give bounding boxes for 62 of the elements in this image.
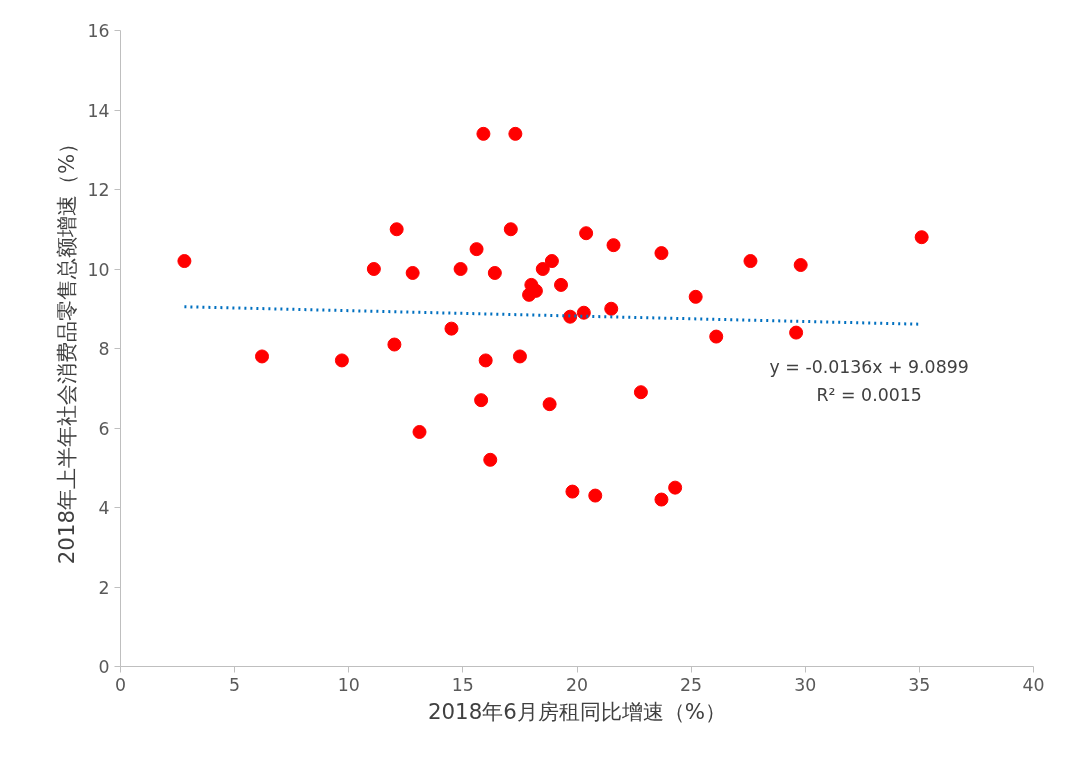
point xyxy=(512,349,527,364)
point xyxy=(535,262,550,276)
x-tick-label: 40 xyxy=(1022,674,1045,695)
point xyxy=(444,321,459,336)
x-tick-label: 25 xyxy=(680,674,703,695)
point xyxy=(576,305,591,320)
point xyxy=(633,385,648,400)
point xyxy=(588,488,603,503)
x-tick-label: 5 xyxy=(229,674,241,695)
point xyxy=(487,265,502,280)
point xyxy=(389,222,404,237)
x-axis-title: 2018年6月房租同比增速（%） xyxy=(427,698,727,724)
point xyxy=(476,126,491,141)
point xyxy=(405,265,420,280)
point xyxy=(789,325,804,340)
x-tick-label: 10 xyxy=(337,674,360,695)
y-tick-label: 12 xyxy=(87,180,110,200)
point xyxy=(554,277,569,292)
y-tick-label: 6 xyxy=(98,418,110,439)
y-tick-label: 14 xyxy=(87,100,110,121)
point xyxy=(544,254,559,269)
y-tick-label: 10 xyxy=(87,259,110,280)
x-tick-label: 0 xyxy=(114,674,127,695)
point xyxy=(604,301,619,316)
y-tick-label: 2 xyxy=(98,577,110,598)
point xyxy=(542,397,557,412)
point xyxy=(709,329,724,344)
x-tick-label: 35 xyxy=(908,674,931,695)
point xyxy=(914,230,929,245)
point xyxy=(412,424,427,439)
point xyxy=(654,492,669,507)
point xyxy=(579,226,594,241)
x-tick-label: 20 xyxy=(565,674,589,695)
point xyxy=(668,480,683,495)
point xyxy=(453,262,468,276)
point xyxy=(255,349,270,364)
point xyxy=(563,309,578,324)
y-tick-label: 4 xyxy=(98,498,110,518)
point xyxy=(606,238,621,253)
point xyxy=(469,242,484,257)
point xyxy=(743,254,758,269)
y-axis-title: 2018年上半年社会消费品零售总额增速（%） xyxy=(54,132,80,565)
point xyxy=(334,353,349,368)
point xyxy=(654,246,669,261)
x-tick-label: 15 xyxy=(451,674,474,695)
y-tick-label: 16 xyxy=(87,21,110,41)
point xyxy=(474,393,489,408)
point xyxy=(688,289,703,304)
point xyxy=(478,353,493,368)
point xyxy=(565,484,580,499)
annotation: y = -0.0136x + 9.0899 xyxy=(769,357,969,378)
y-tick-label: 0 xyxy=(98,657,110,677)
point xyxy=(366,262,381,276)
y-tick-label: 8 xyxy=(98,339,110,359)
point xyxy=(503,222,518,237)
x-tick-label: 30 xyxy=(794,674,817,695)
point xyxy=(793,258,808,273)
point xyxy=(483,452,498,467)
point xyxy=(387,337,402,352)
point xyxy=(508,126,523,141)
annotation: R² = 0.0015 xyxy=(816,385,922,406)
point xyxy=(177,254,192,269)
